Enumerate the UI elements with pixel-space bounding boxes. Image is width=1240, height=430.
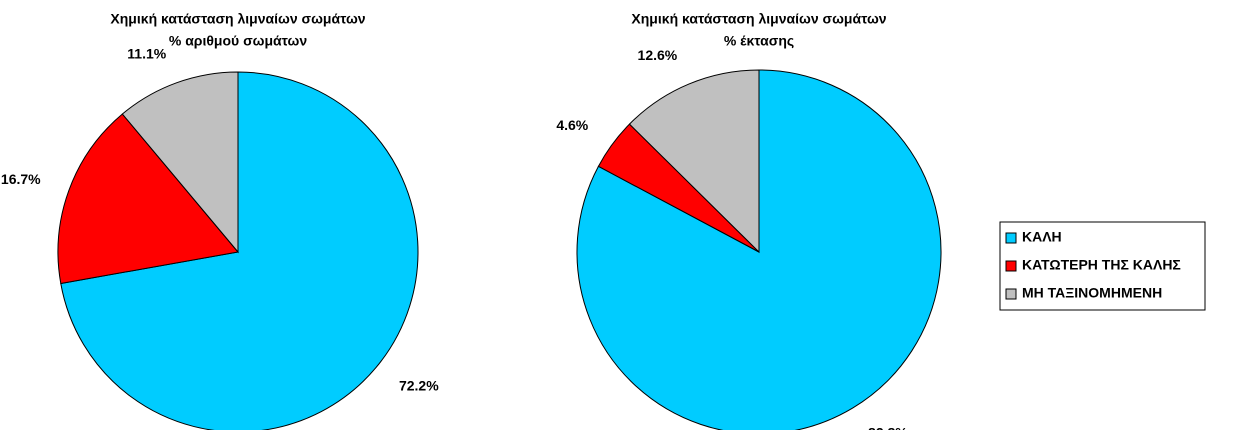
value-label: 72.2% [399, 378, 439, 394]
chart-title: Χημική κατάσταση λιμναίων σωμάτων [110, 11, 365, 27]
pie-slice [628, 69, 760, 254]
value-label: 4.6% [556, 117, 588, 133]
pie-slice [576, 69, 942, 430]
value-label: 16.7% [1, 171, 41, 187]
chart-subtitle: % έκτασης [724, 33, 794, 49]
chart-title: Χημική κατάσταση λιμναίων σωμάτων [631, 11, 886, 27]
value-label: 11.1% [127, 45, 166, 61]
legend-box [999, 221, 1206, 311]
pie-slice [57, 113, 239, 285]
legend-swatch [1005, 260, 1017, 272]
value-label: 12.6% [638, 47, 678, 63]
pie-slice [60, 71, 419, 430]
legend-label: ΚΑΛΗ [1022, 229, 1062, 245]
legend-label: ΜΗ ΤΑΞΙΝΟΜΗΜΕΝΗ [1022, 285, 1162, 301]
pie-slice [121, 71, 239, 254]
legend-swatch [1005, 232, 1017, 244]
legend-label: ΚΑΤΩΤΕΡΗ ΤΗΣ ΚΑΛΗΣ [1022, 257, 1181, 273]
value-label: 82.8% [868, 424, 908, 430]
chart-subtitle: % αριθμού σωμάτων [169, 33, 307, 49]
legend-swatch [1005, 288, 1017, 300]
